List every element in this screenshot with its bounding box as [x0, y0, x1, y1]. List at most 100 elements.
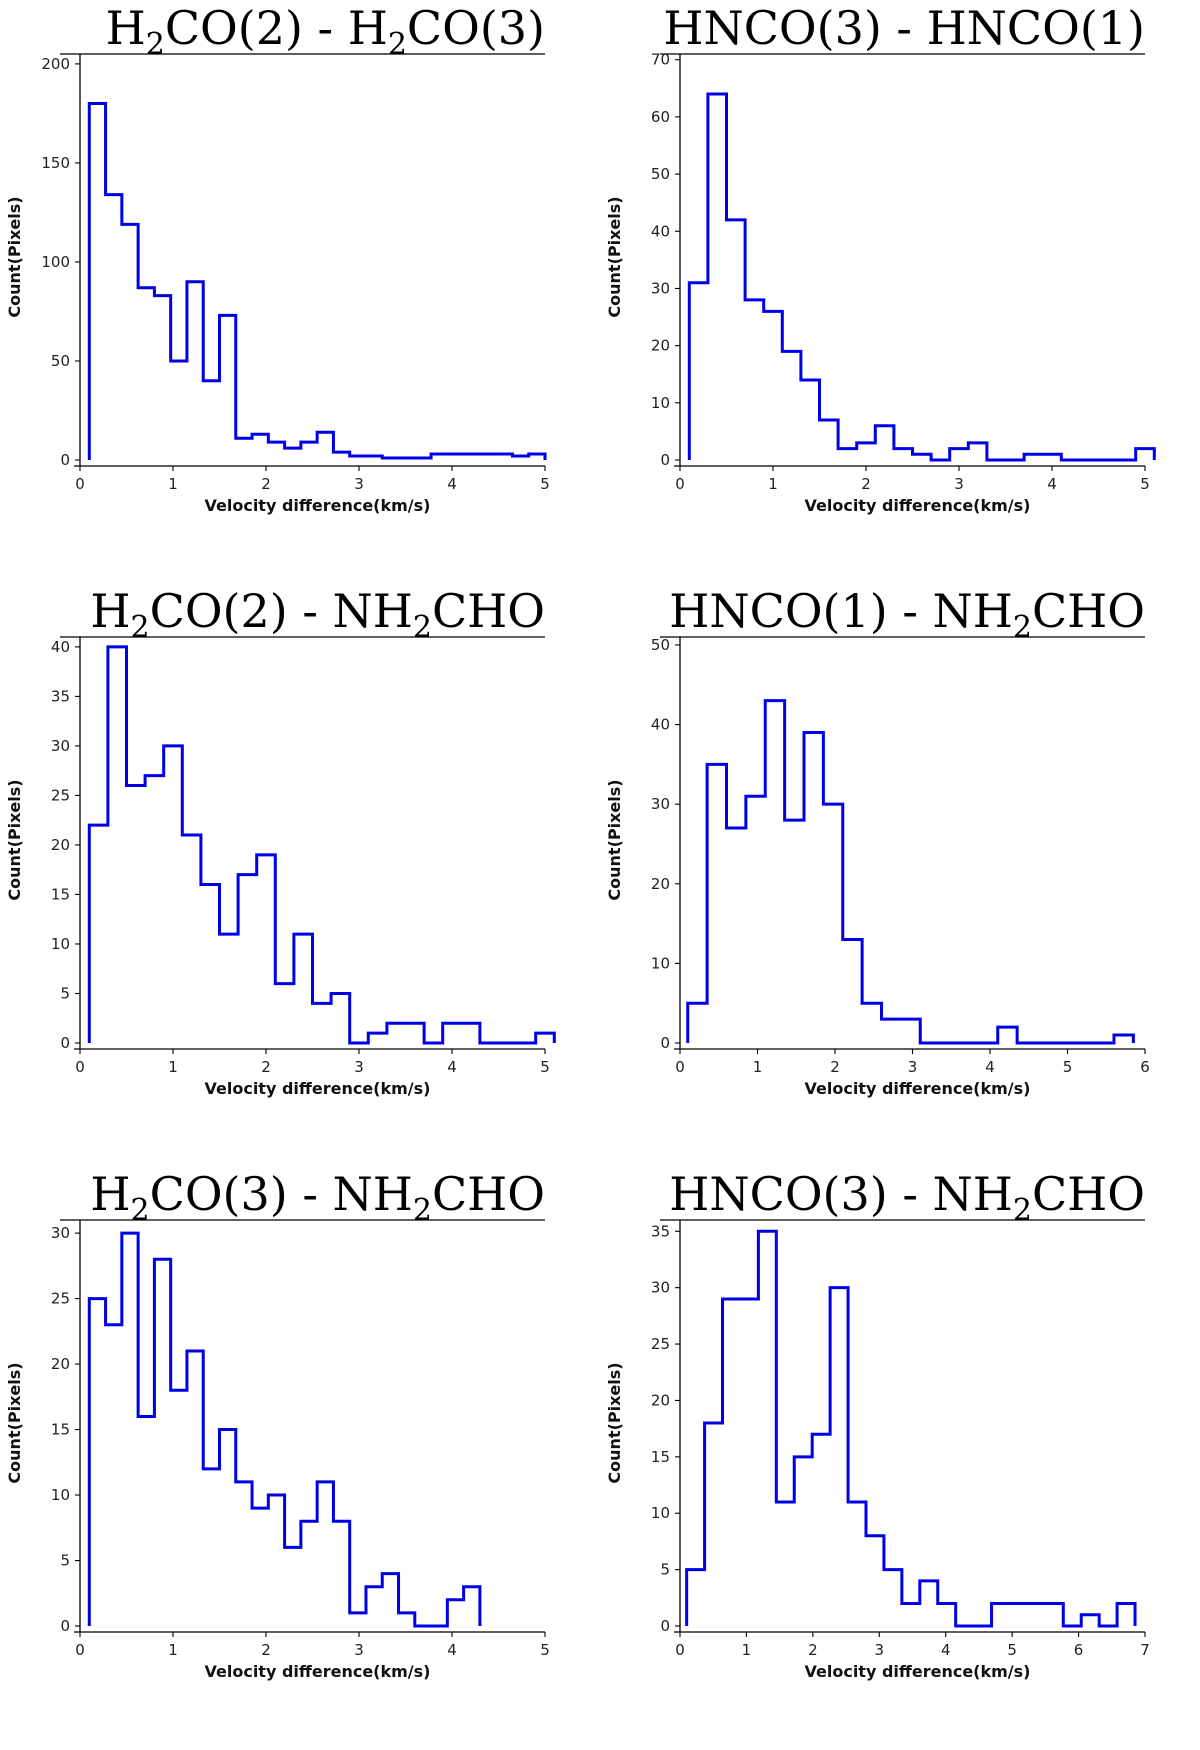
y-tick-label: 40 — [651, 716, 670, 734]
y-tick-label: 70 — [651, 51, 670, 69]
x-tick-label: 0 — [675, 1058, 685, 1076]
x-tick-label: 5 — [1063, 1058, 1073, 1076]
x-tick-label: 4 — [1047, 475, 1057, 493]
x-tick-label: 0 — [75, 1641, 85, 1659]
x-tick-label: 1 — [168, 475, 178, 493]
y-tick-label: 15 — [651, 1448, 670, 1466]
y-tick-label: 0 — [60, 1034, 70, 1052]
chart-title: HNCO(1) - NH2CHO — [669, 584, 1145, 645]
x-tick-label: 6 — [1074, 1641, 1084, 1659]
x-tick-label: 0 — [75, 1058, 85, 1076]
y-tick-label: 50 — [651, 636, 670, 654]
chart-title: HNCO(3) - NH2CHO — [669, 1167, 1145, 1228]
y-axis-label: Count(Pixels) — [5, 779, 24, 900]
x-tick-label: 5 — [540, 475, 550, 493]
y-axis-label: Count(Pixels) — [605, 196, 624, 317]
x-tick-label: 2 — [808, 1641, 818, 1659]
x-tick-label: 3 — [908, 1058, 918, 1076]
y-tick-label: 0 — [660, 451, 670, 469]
y-tick-label: 5 — [660, 1561, 670, 1579]
histogram-panel-5: H2CO(3) - NH2CHO 0 5 10 15 20 25 30 0 1 2 3 4 5 Veloci… — [5, 1167, 550, 1681]
y-tick-label: 25 — [651, 1335, 670, 1353]
histogram-step-line — [87, 645, 556, 1045]
y-tick-label: 20 — [651, 875, 670, 893]
x-tick-label: 5 — [540, 1641, 550, 1659]
y-tick-label: 0 — [60, 1617, 70, 1635]
y-tick-label: 15 — [51, 1421, 70, 1439]
y-tick-label: 0 — [660, 1617, 670, 1635]
x-tick-label: 5 — [540, 1058, 550, 1076]
y-tick-label: 50 — [51, 352, 70, 370]
y-tick-label: 10 — [51, 1486, 70, 1504]
y-tick-label: 25 — [51, 1290, 70, 1308]
x-tick-label: 1 — [168, 1058, 178, 1076]
y-tick-label: 200 — [41, 55, 70, 73]
y-tick-label: 0 — [660, 1034, 670, 1052]
chart-title: HNCO(3) - HNCO(1) — [663, 1, 1145, 55]
x-tick-label: 4 — [985, 1058, 995, 1076]
y-tick-label: 20 — [651, 1391, 670, 1409]
y-tick-label: 10 — [651, 1504, 670, 1522]
histogram-step-line — [87, 1231, 482, 1628]
x-tick-label: 1 — [168, 1641, 178, 1659]
x-tick-label: 5 — [1007, 1641, 1017, 1659]
histogram-panel-4: HNCO(1) - NH2CHO 0 10 20 30 40 50 0 1 2 3 4 5 6 Veloci… — [605, 584, 1150, 1098]
x-tick-label: 5 — [1140, 475, 1150, 493]
x-tick-label: 6 — [1140, 1058, 1150, 1076]
histogram-step-line — [687, 92, 1156, 462]
x-tick-label: 4 — [447, 1058, 457, 1076]
histogram-panel-2: HNCO(3) - HNCO(1) 0 10 20 30 40 50 60 70 0 1 2 3 4 5 Ve… — [605, 1, 1156, 515]
y-tick-label: 30 — [651, 279, 670, 297]
chart-title: H2CO(2) - H2CO(3) — [106, 1, 545, 62]
histogram-step-line — [686, 699, 1135, 1045]
x-axis-label: Velocity difference(km/s) — [205, 496, 431, 515]
x-tick-label: 1 — [768, 475, 778, 493]
histogram-panel-1: H2CO(2) - H2CO(3) 0 50 100 150 200 0 1 2 3 4 5 Veloc… — [5, 1, 550, 515]
y-axis-label: Count(Pixels) — [605, 1362, 624, 1483]
x-axis-label: Velocity difference(km/s) — [805, 496, 1031, 515]
histogram-step-line — [685, 1229, 1137, 1628]
x-tick-label: 7 — [1140, 1641, 1150, 1659]
x-tick-label: 1 — [742, 1641, 752, 1659]
x-axis-label: Velocity difference(km/s) — [805, 1079, 1031, 1098]
x-tick-label: 4 — [447, 475, 457, 493]
y-tick-label: 20 — [651, 337, 670, 355]
chart-title: H2CO(2) - NH2CHO — [90, 584, 545, 645]
histogram-step-line — [87, 102, 547, 460]
x-tick-label: 1 — [753, 1058, 763, 1076]
x-tick-label: 3 — [354, 1058, 364, 1076]
x-tick-label: 2 — [261, 475, 271, 493]
y-tick-label: 20 — [51, 836, 70, 854]
x-tick-label: 3 — [954, 475, 964, 493]
x-tick-label: 3 — [354, 475, 364, 493]
y-tick-label: 0 — [60, 451, 70, 469]
x-tick-label: 2 — [261, 1641, 271, 1659]
y-tick-label: 5 — [60, 1552, 70, 1570]
y-tick-label: 25 — [51, 786, 70, 804]
y-tick-label: 60 — [651, 108, 670, 126]
y-axis-label: Count(Pixels) — [5, 1362, 24, 1483]
y-tick-label: 30 — [651, 795, 670, 813]
x-tick-label: 3 — [354, 1641, 364, 1659]
y-tick-label: 20 — [51, 1355, 70, 1373]
x-axis-label: Velocity difference(km/s) — [205, 1079, 431, 1098]
x-tick-label: 2 — [861, 475, 871, 493]
x-axis-label: Velocity difference(km/s) — [805, 1662, 1031, 1681]
chart-title: H2CO(3) - NH2CHO — [90, 1167, 545, 1228]
y-tick-label: 40 — [651, 222, 670, 240]
y-tick-label: 30 — [51, 737, 70, 755]
x-tick-label: 0 — [675, 1641, 685, 1659]
x-tick-label: 2 — [830, 1058, 840, 1076]
y-tick-label: 30 — [51, 1224, 70, 1242]
x-tick-label: 4 — [447, 1641, 457, 1659]
y-axis-label: Count(Pixels) — [5, 196, 24, 317]
y-tick-label: 15 — [51, 885, 70, 903]
x-tick-label: 4 — [941, 1641, 951, 1659]
x-axis-label: Velocity difference(km/s) — [205, 1662, 431, 1681]
y-tick-label: 40 — [51, 638, 70, 656]
y-tick-label: 35 — [651, 1222, 670, 1240]
y-axis-label: Count(Pixels) — [605, 779, 624, 900]
y-tick-label: 10 — [651, 394, 670, 412]
x-tick-label: 3 — [875, 1641, 885, 1659]
y-tick-label: 35 — [51, 687, 70, 705]
